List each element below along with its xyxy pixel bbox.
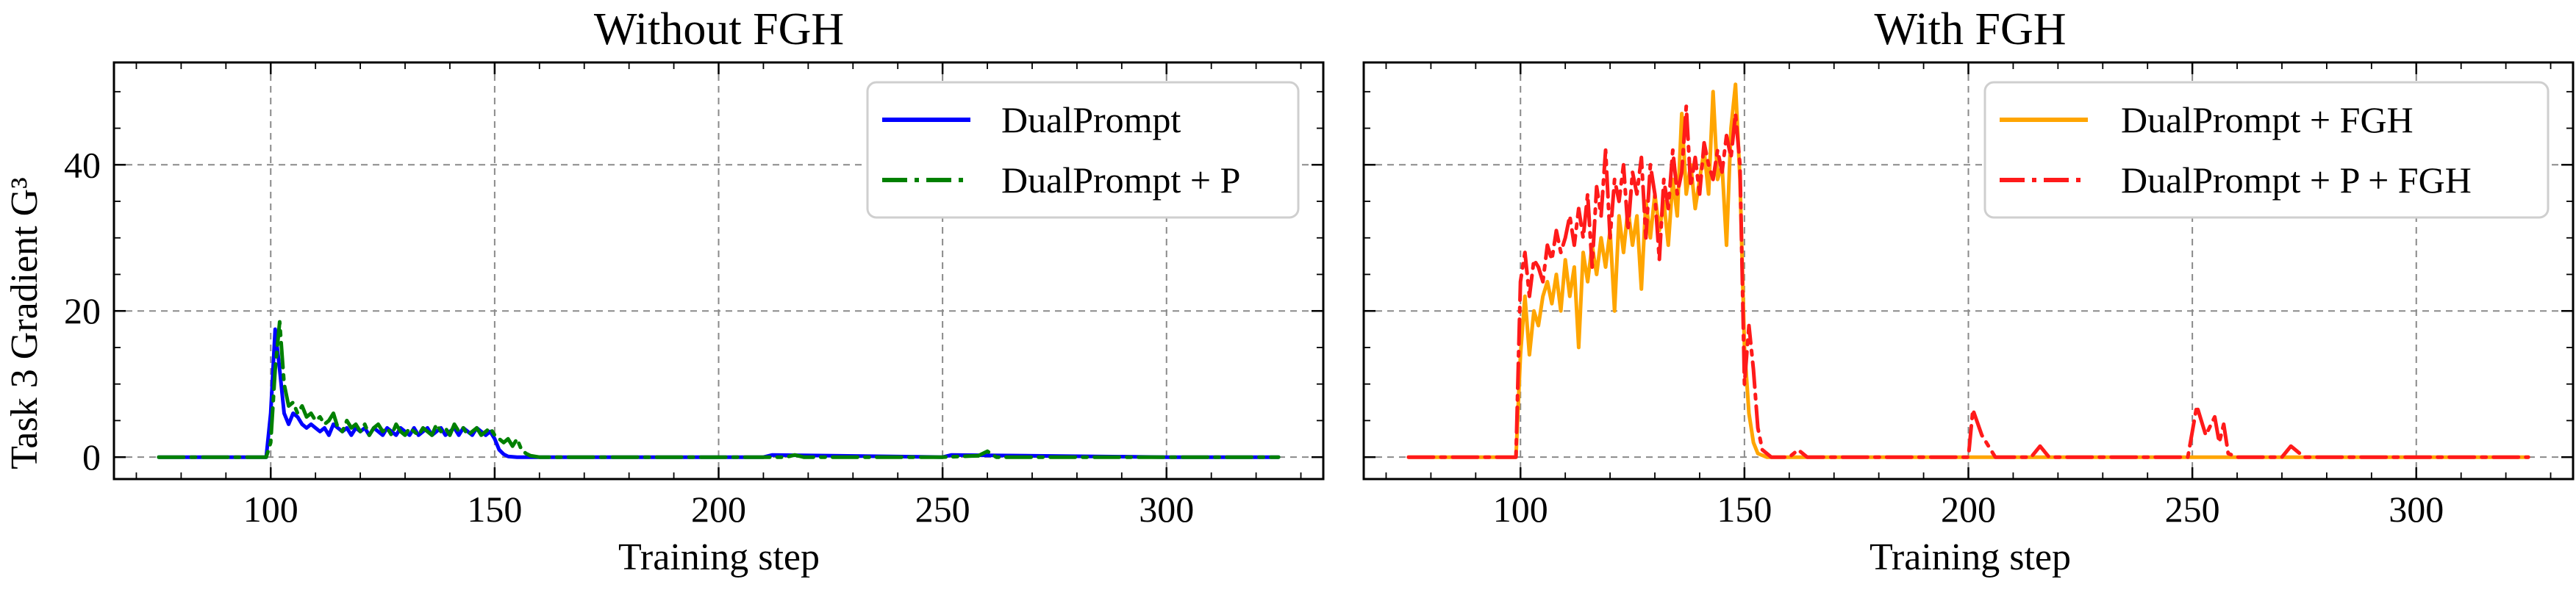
legend: DualPrompt DualPrompt + P	[866, 81, 1300, 219]
y-tick-label: 20	[64, 290, 101, 331]
series-line-dualprompt-p	[157, 320, 1281, 459]
series-line-dualprompt-fgh	[1406, 82, 2530, 459]
x-tick-label: 300	[2389, 489, 2444, 530]
x-tick-label: 300	[1139, 489, 1194, 530]
y-axis-label: Task 3 Gradient G³	[4, 177, 46, 470]
y-tick-label: 40	[64, 144, 101, 185]
axis-ticks: 100 150 200 250 300 0 20 40	[64, 62, 1323, 530]
x-axis-label: Training step	[618, 536, 820, 578]
series-line-dualprompt-p-fgh	[1406, 104, 2530, 459]
x-tick-label: 100	[1493, 489, 1548, 530]
x-tick-label: 150	[1717, 489, 1772, 530]
axis-ticks: 100 150 200 250 300	[1364, 62, 2573, 530]
panel-without-fgh: Without FGH 100 150 200 250 300 0 20 40 Trainin…	[4, 4, 1325, 578]
x-tick-label: 100	[243, 489, 298, 530]
x-tick-label: 150	[467, 489, 522, 530]
x-axis-label: Training step	[1870, 536, 2071, 578]
legend-label-dualprompt-fgh: DualPrompt + FGH	[2121, 99, 2414, 140]
y-tick-label: 0	[82, 436, 101, 478]
panel-with-fgh: With FGH 100 150 200 250 300 Training step D…	[1362, 4, 2575, 578]
legend-label-dualprompt-p: DualPrompt + P	[1001, 159, 1240, 201]
legend: DualPrompt + FGH DualPrompt + P + FGH	[1983, 81, 2550, 219]
legend-label-dualprompt-p-fgh: DualPrompt + P + FGH	[2121, 159, 2472, 201]
x-tick-label: 250	[2165, 489, 2220, 530]
series-lines	[1406, 82, 2530, 459]
x-tick-label: 200	[691, 489, 746, 530]
series-line-dualprompt	[157, 327, 1281, 459]
legend-label-dualprompt: DualPrompt	[1001, 99, 1181, 140]
legend-box	[866, 81, 1300, 219]
chart-title: With FGH	[1874, 4, 2066, 54]
x-tick-label: 250	[915, 489, 970, 530]
series-lines	[157, 320, 1281, 459]
x-tick-label: 200	[1941, 489, 1996, 530]
chart-title: Without FGH	[594, 4, 844, 54]
legend-box	[1983, 81, 2550, 219]
